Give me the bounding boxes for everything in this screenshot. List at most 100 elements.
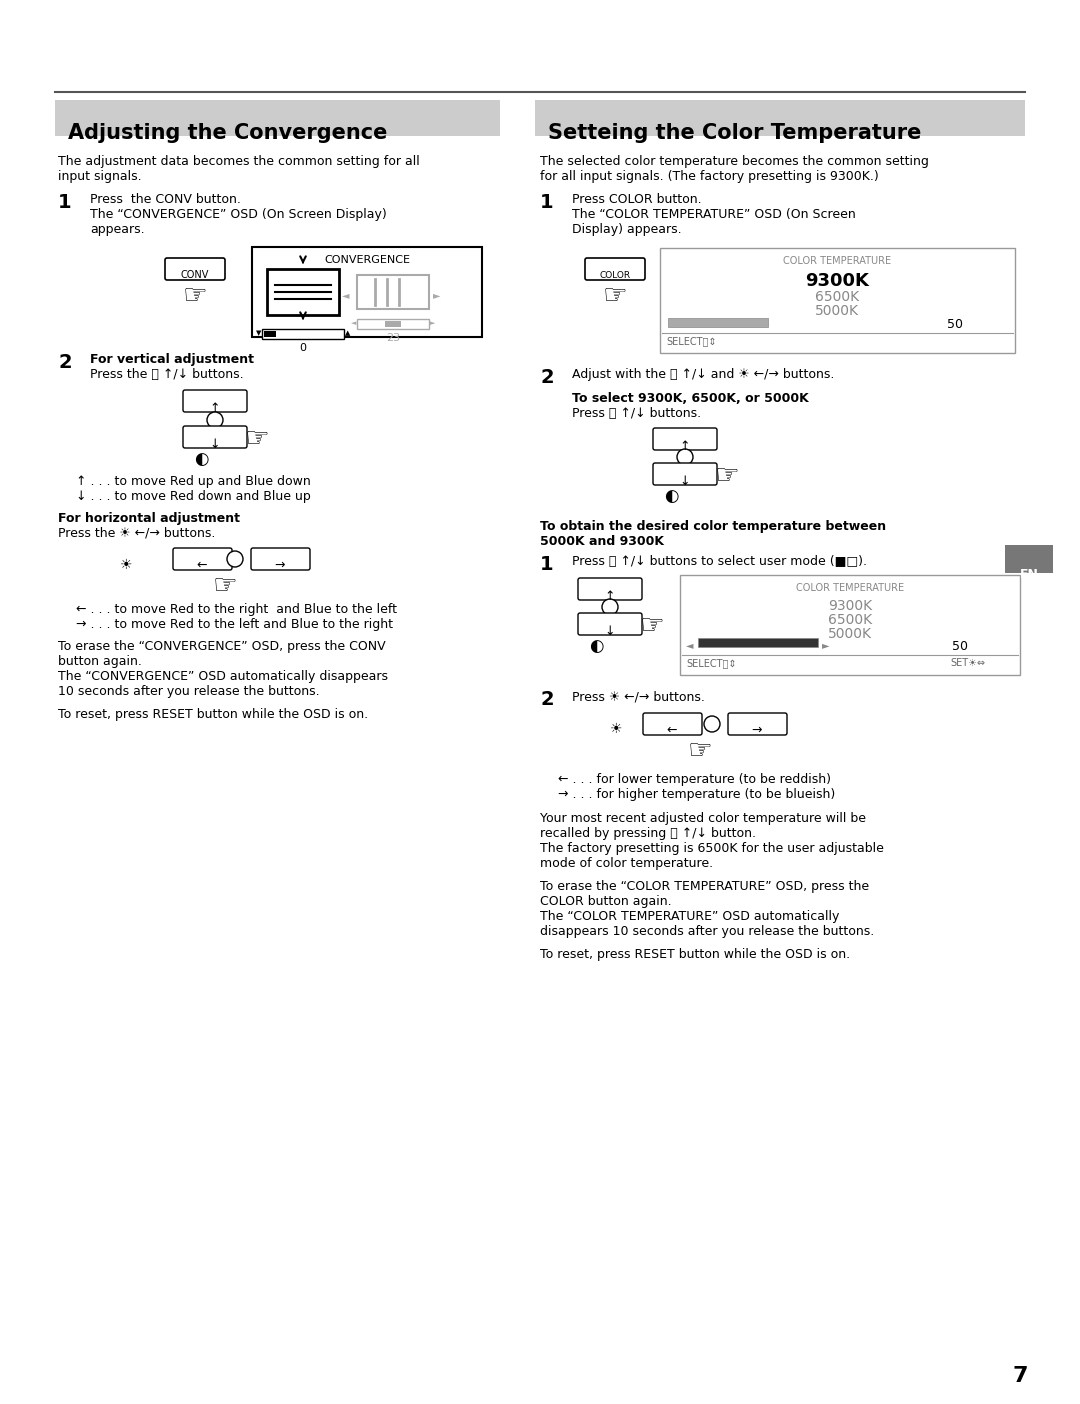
Circle shape	[227, 550, 243, 567]
Text: ◐: ◐	[589, 637, 604, 656]
Text: →: →	[752, 724, 762, 737]
FancyBboxPatch shape	[357, 275, 429, 309]
Text: mode of color temperature.: mode of color temperature.	[540, 856, 713, 870]
Text: The “CONVERGENCE” OSD automatically disappears: The “CONVERGENCE” OSD automatically disa…	[58, 670, 388, 682]
Text: ← . . . for lower temperature (to be reddish): ← . . . for lower temperature (to be red…	[558, 774, 831, 786]
Text: Press the ⓘ ↑/↓ buttons.: Press the ⓘ ↑/↓ buttons.	[90, 368, 244, 380]
Text: →: →	[274, 559, 285, 571]
Text: 5000K and 9300K: 5000K and 9300K	[540, 535, 664, 548]
Text: ☞: ☞	[640, 612, 665, 640]
Text: To obtain the desired color temperature between: To obtain the desired color temperature …	[540, 519, 886, 534]
Text: To reset, press RESET button while the OSD is on.: To reset, press RESET button while the O…	[540, 948, 850, 960]
Text: ← . . . to move Red to the right  and Blue to the left: ← . . . to move Red to the right and Blu…	[76, 602, 397, 616]
Text: Press COLOR button.: Press COLOR button.	[572, 192, 702, 206]
FancyBboxPatch shape	[173, 548, 232, 570]
Text: 1: 1	[58, 192, 71, 212]
Text: Press ⓘ ↑/↓ buttons to select user mode (■□).: Press ⓘ ↑/↓ buttons to select user mode …	[572, 555, 867, 569]
Text: Adjusting the Convergence: Adjusting the Convergence	[68, 124, 388, 143]
FancyBboxPatch shape	[680, 576, 1020, 675]
Text: ◄: ◄	[686, 640, 693, 650]
Text: For horizontal adjustment: For horizontal adjustment	[58, 512, 240, 525]
Text: recalled by pressing ⓘ ↑/↓ button.: recalled by pressing ⓘ ↑/↓ button.	[540, 827, 756, 840]
FancyBboxPatch shape	[384, 322, 401, 327]
Text: ◐: ◐	[193, 451, 208, 468]
Text: Press ⓘ ↑/↓ buttons.: Press ⓘ ↑/↓ buttons.	[572, 407, 701, 420]
Text: ↓ . . . to move Red down and Blue up: ↓ . . . to move Red down and Blue up	[76, 490, 311, 503]
Text: ↓: ↓	[679, 475, 690, 489]
Text: The “COLOR TEMPERATURE” OSD (On Screen: The “COLOR TEMPERATURE” OSD (On Screen	[572, 208, 855, 220]
Text: To erase the “COLOR TEMPERATURE” OSD, press the: To erase the “COLOR TEMPERATURE” OSD, pr…	[540, 880, 869, 893]
Text: 2: 2	[540, 368, 554, 388]
Text: SELECTⓘ⇕: SELECTⓘ⇕	[666, 336, 716, 345]
Text: CONVERGENCE: CONVERGENCE	[324, 256, 410, 265]
Text: ☞: ☞	[213, 571, 238, 600]
Text: Setteing the Color Temperature: Setteing the Color Temperature	[548, 124, 921, 143]
Text: 5000K: 5000K	[815, 305, 859, 317]
FancyBboxPatch shape	[267, 270, 339, 314]
Text: To select 9300K, 6500K, or 5000K: To select 9300K, 6500K, or 5000K	[572, 392, 809, 404]
Text: ↓: ↓	[605, 625, 616, 637]
Text: Display) appears.: Display) appears.	[572, 223, 681, 236]
Text: ☀: ☀	[610, 722, 622, 736]
Text: SELECTⓘ⇕: SELECTⓘ⇕	[686, 658, 737, 668]
FancyBboxPatch shape	[728, 713, 787, 736]
Text: 1: 1	[540, 192, 554, 212]
Text: ◄: ◄	[341, 291, 349, 300]
FancyBboxPatch shape	[251, 548, 310, 570]
FancyBboxPatch shape	[578, 614, 642, 635]
Text: 6500K: 6500K	[828, 614, 872, 628]
Circle shape	[677, 449, 693, 465]
Text: ↑: ↑	[679, 439, 690, 453]
FancyBboxPatch shape	[55, 100, 500, 136]
Text: 6500K: 6500K	[815, 291, 859, 305]
Text: ◐: ◐	[664, 487, 678, 505]
Text: ◄: ◄	[351, 320, 356, 326]
Text: ←: ←	[666, 724, 677, 737]
FancyBboxPatch shape	[535, 100, 1025, 136]
Text: disappears 10 seconds after you release the buttons.: disappears 10 seconds after you release …	[540, 925, 874, 938]
FancyBboxPatch shape	[252, 247, 482, 337]
Text: 9300K: 9300K	[828, 600, 872, 614]
Text: ☀: ☀	[120, 557, 133, 571]
Text: 9300K: 9300K	[805, 272, 869, 291]
Text: Press the ☀ ←/→ buttons.: Press the ☀ ←/→ buttons.	[58, 526, 215, 541]
Text: for all input signals. (The factory presetting is 9300K.): for all input signals. (The factory pres…	[540, 170, 879, 183]
Text: ▲: ▲	[345, 330, 350, 336]
Text: Your most recent adjusted color temperature will be: Your most recent adjusted color temperat…	[540, 812, 866, 826]
FancyBboxPatch shape	[357, 319, 429, 329]
Text: 2: 2	[540, 689, 554, 709]
Text: ►: ►	[430, 320, 435, 326]
Text: Press  the CONV button.: Press the CONV button.	[90, 192, 241, 206]
FancyBboxPatch shape	[183, 390, 247, 411]
Circle shape	[704, 716, 720, 731]
FancyBboxPatch shape	[660, 249, 1015, 352]
Text: ☞: ☞	[183, 282, 207, 310]
Text: ☞: ☞	[688, 737, 713, 765]
FancyBboxPatch shape	[264, 331, 276, 337]
Circle shape	[602, 600, 618, 615]
Text: To erase the “CONVERGENCE” OSD, press the CONV: To erase the “CONVERGENCE” OSD, press th…	[58, 640, 386, 653]
Text: COLOR TEMPERATURE: COLOR TEMPERATURE	[783, 256, 891, 265]
Text: Adjust with the ⓘ ↑/↓ and ☀ ←/→ buttons.: Adjust with the ⓘ ↑/↓ and ☀ ←/→ buttons.	[572, 368, 835, 380]
FancyBboxPatch shape	[643, 713, 702, 736]
Text: appears.: appears.	[90, 223, 145, 236]
Text: The “COLOR TEMPERATURE” OSD automatically: The “COLOR TEMPERATURE” OSD automaticall…	[540, 910, 839, 922]
Text: CONV: CONV	[180, 270, 210, 279]
Text: ☞: ☞	[245, 425, 270, 453]
Text: 0: 0	[299, 343, 307, 352]
Text: 10 seconds after you release the buttons.: 10 seconds after you release the buttons…	[58, 685, 320, 698]
Text: COLOR button again.: COLOR button again.	[540, 894, 672, 908]
FancyBboxPatch shape	[262, 329, 345, 338]
Text: → . . . for higher temperature (to be blueish): → . . . for higher temperature (to be bl…	[558, 788, 835, 802]
FancyBboxPatch shape	[669, 317, 768, 327]
Text: COLOR TEMPERATURE: COLOR TEMPERATURE	[796, 583, 904, 592]
Text: The adjustment data becomes the common setting for all: The adjustment data becomes the common s…	[58, 154, 420, 168]
FancyBboxPatch shape	[578, 578, 642, 600]
Text: COLOR: COLOR	[599, 271, 631, 279]
Text: ←: ←	[197, 559, 207, 571]
Text: 1: 1	[540, 555, 554, 574]
FancyBboxPatch shape	[165, 258, 225, 279]
Text: ↑: ↑	[605, 590, 616, 602]
Text: ►: ►	[822, 640, 829, 650]
Text: ▼: ▼	[256, 330, 261, 336]
